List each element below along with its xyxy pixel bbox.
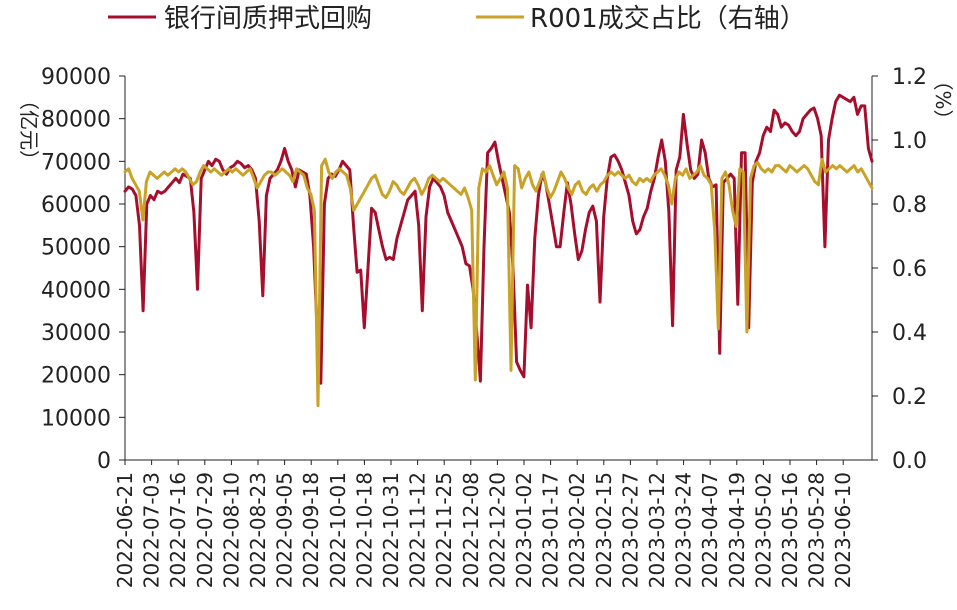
left-tick-label: 0 [97,449,111,474]
x-tick-label: 2022-09-05 [273,472,297,588]
x-tick-label: 2023-03-24 [672,472,696,588]
legend-label-repo: 银行间质押式回购 [164,4,372,34]
left-tick-label: 20000 [41,364,111,389]
series-line-repo [123,93,874,385]
right-axis-title: （%） [931,70,955,129]
right-tick-label: 1.0 [892,129,927,154]
x-tick-label: 2022-10-31 [379,472,403,588]
series-layer [123,93,874,408]
left-tick-label: 90000 [41,65,111,90]
x-tick-label: 2022-08-10 [219,472,243,588]
x-tick-label: 2022-11-25 [432,472,456,588]
right-tick-label: 0.6 [892,257,927,282]
left-tick-label: 60000 [41,193,111,218]
x-tick-label: 2022-12-08 [459,472,483,588]
left-tick-label: 80000 [41,108,111,133]
left-tick-label: 30000 [41,321,111,346]
legend: 银行间质押式回购 R001成交占比（右轴） [108,4,806,34]
x-tick-label: 2023-04-07 [698,472,722,588]
left-tick-label: 50000 [41,236,111,261]
x-tick-label: 2023-02-15 [592,472,616,588]
left-tick-label: 70000 [41,150,111,175]
series-line-r001 [123,157,874,408]
right-axis: 0.0 0.2 0.4 0.6 0.8 1.0 1.2 [871,65,927,474]
left-axis: 0 10000 20000 30000 40000 50000 60000 70000 8000… [41,65,126,474]
x-tick-label: 2023-05-02 [751,472,775,588]
x-tick-label: 2022-10-01 [326,472,350,588]
x-tick-label: 2023-03-12 [645,472,669,588]
legend-label-r001: R001成交占比（右轴） [530,4,806,34]
x-tick-label: 2023-02-27 [618,472,642,588]
right-tick-label: 0.2 [892,385,927,410]
x-tick-label: 2022-07-29 [193,472,217,588]
x-axis: 2022-06-21 2022-07-03 2022-07-16 2022-07-29… [113,459,872,588]
x-tick-label: 2023-06-10 [831,472,855,588]
x-tick-label: 2023-05-16 [778,472,802,588]
x-tick-label: 2022-07-16 [166,472,190,588]
x-tick-label: 2023-01-02 [512,472,536,588]
x-tick-label: 2023-01-17 [539,472,563,588]
x-tick-label: 2022-06-21 [113,472,137,588]
x-tick-label: 2022-07-03 [140,472,164,588]
x-tick-label: 2022-09-18 [299,472,323,588]
x-tick-label: 2022-11-12 [406,472,430,588]
left-tick-label: 40000 [41,278,111,303]
right-tick-label: 0.4 [892,321,927,346]
x-tick-label: 2023-04-19 [725,472,749,588]
left-axis-title: （亿元） [17,90,41,170]
right-tick-label: 0.8 [892,193,927,218]
x-tick-label: 2023-05-28 [805,472,829,588]
left-tick-label: 10000 [41,406,111,431]
x-tick-label: 2022-10-18 [352,472,376,588]
x-tick-label: 2022-08-23 [246,472,270,588]
x-tick-label: 2023-02-02 [565,472,589,588]
x-tick-label: 2022-12-20 [485,472,509,588]
right-tick-label: 1.2 [892,65,927,90]
right-tick-label: 0.0 [892,449,927,474]
